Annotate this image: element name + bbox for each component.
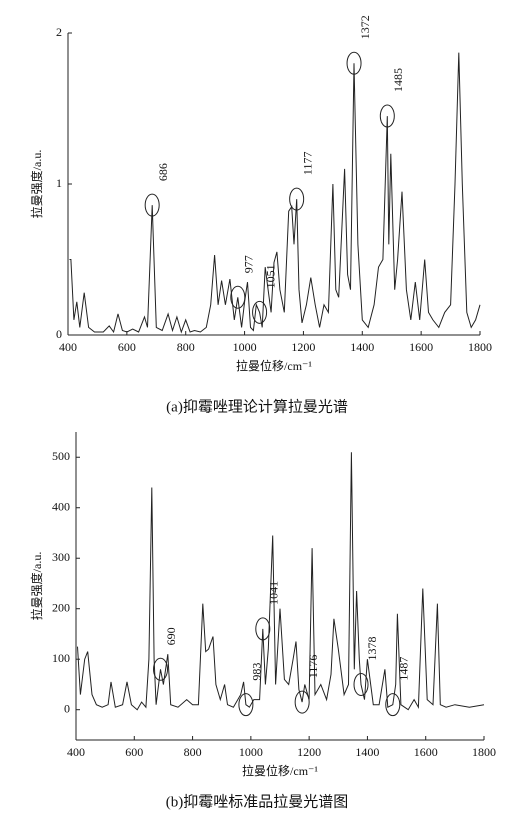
peak-label: 1176 [306, 655, 320, 679]
x-tick-label: 1400 [350, 340, 374, 354]
peak-label: 1041 [267, 581, 281, 605]
y-tick-label: 200 [52, 600, 70, 614]
y-tick-label: 100 [52, 651, 70, 665]
peak-label: 690 [164, 627, 178, 645]
peak-circle [385, 693, 401, 717]
peak-circle [294, 690, 310, 714]
x-tick-label: 800 [177, 340, 195, 354]
spectrum-line [69, 52, 481, 334]
peak-circle [255, 617, 271, 641]
peak-circle [353, 672, 369, 696]
x-tick-label: 600 [125, 745, 143, 759]
x-tick-label: 1000 [239, 745, 263, 759]
y-tick-label: 0 [64, 701, 70, 715]
caption: (a)抑霉唑理论计算拉曼光谱 [166, 397, 348, 415]
peak-label: 1485 [391, 68, 405, 92]
y-tick-label: 400 [52, 499, 70, 513]
x-tick-label: 400 [59, 340, 77, 354]
y-axis-label: 拉曼强度/a.u. [29, 150, 44, 219]
peak-label: 1372 [358, 15, 372, 39]
peak-label: 1487 [397, 657, 411, 681]
peak-circle [153, 657, 169, 681]
peak-label: 686 [156, 163, 170, 181]
y-tick-label: 0 [56, 327, 62, 341]
peak-label: 983 [250, 663, 264, 681]
peak-label: 977 [242, 255, 256, 273]
x-tick-label: 1600 [414, 745, 438, 759]
peak-circle [238, 693, 254, 717]
peak-label: 1051 [263, 264, 277, 288]
peak-label: 1177 [300, 152, 314, 176]
x-tick-label: 1800 [468, 340, 492, 354]
x-tick-label: 1000 [233, 340, 257, 354]
peak-circle [252, 300, 268, 324]
y-tick-label: 300 [52, 550, 70, 564]
x-axis-label: 拉曼位移/cm⁻¹ [236, 358, 312, 373]
peak-circle [379, 104, 395, 128]
y-tick-label: 500 [52, 449, 70, 463]
peak-circle [144, 193, 160, 217]
spectrum-line [77, 452, 485, 711]
y-axis-label: 拉曼强度/a.u. [29, 552, 44, 621]
x-tick-label: 600 [118, 340, 136, 354]
peak-circle [230, 285, 246, 309]
y-tick-label: 1 [56, 176, 62, 190]
x-tick-label: 1200 [297, 745, 321, 759]
peak-circle [346, 51, 362, 75]
y-tick-label: 2 [56, 25, 62, 39]
x-tick-label: 400 [67, 745, 85, 759]
x-tick-label: 800 [184, 745, 202, 759]
peak-circle [289, 187, 305, 211]
x-axis-label: 拉曼位移/cm⁻¹ [242, 763, 318, 778]
peak-label: 1378 [365, 636, 379, 660]
caption: (b)抑霉唑标准品拉曼光谱图 [166, 793, 349, 810]
x-tick-label: 1600 [409, 340, 433, 354]
x-tick-label: 1800 [472, 745, 496, 759]
x-tick-label: 1400 [355, 745, 379, 759]
x-tick-label: 1200 [291, 340, 315, 354]
